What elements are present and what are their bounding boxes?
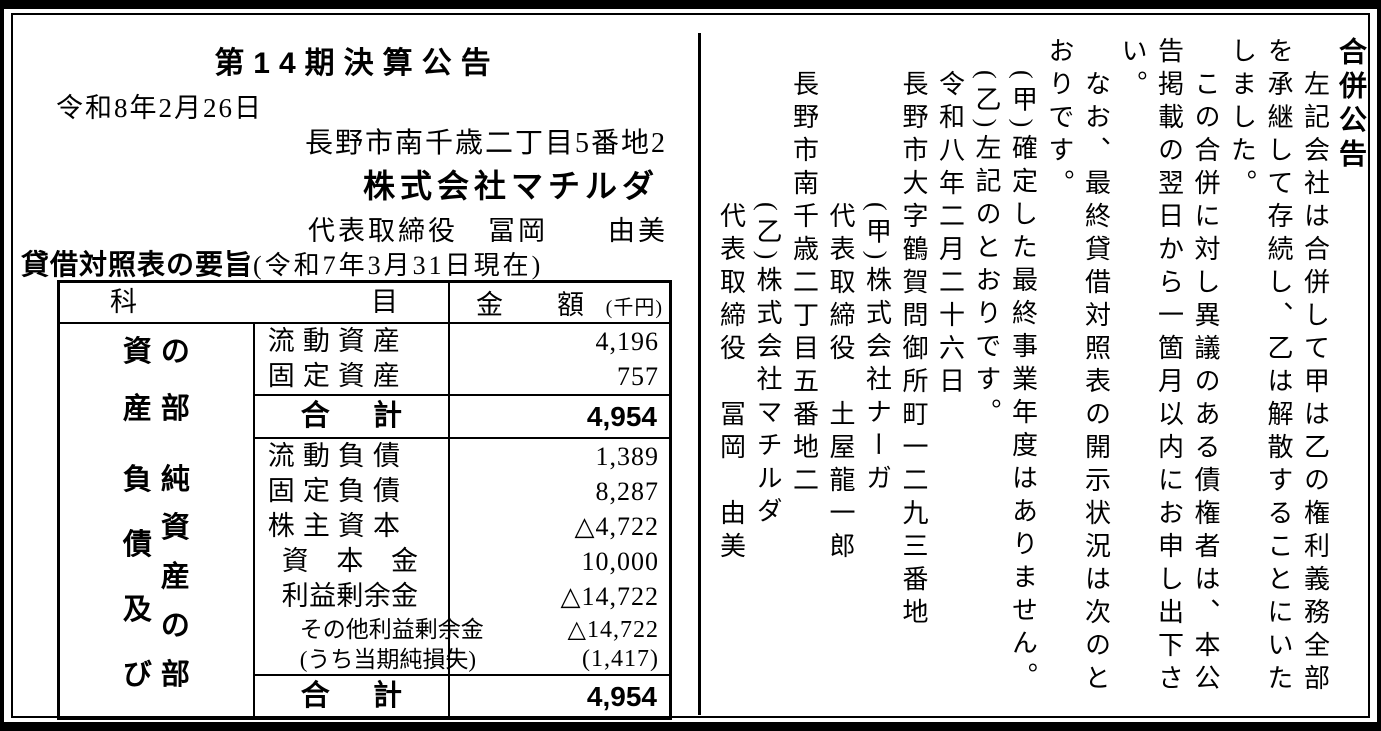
page-title: 第14期決算公告 xyxy=(214,47,500,80)
vertical-text-line: を承継して存続し、乙は解散することにいた xyxy=(1264,37,1293,697)
total-row: 合計 4,954 xyxy=(59,674,672,720)
vertical-text-line: い。 xyxy=(1118,37,1147,103)
row-item-label: 固定資産 xyxy=(252,359,451,395)
row-item-label: 流動負債 xyxy=(252,438,451,474)
row-item-label: 資本金 xyxy=(252,544,451,579)
column-header-amount: 金額 (千円) xyxy=(448,280,672,324)
vertical-text-line: (甲)確定した最終事業年度はありません。 xyxy=(1008,37,1038,696)
announcement-date: 令和8年2月26日 xyxy=(56,93,263,123)
row-amount: 10,000 xyxy=(448,544,672,579)
vertical-text-line: 令和八年二月二十六日 xyxy=(935,37,965,400)
vertical-text-line: (乙)左記のとおりです。 xyxy=(972,37,1001,432)
vertical-text-line: (乙)株式会社マチルダ xyxy=(753,37,782,531)
row-item-label: 利益剰余金 xyxy=(252,579,451,614)
vertical-text-line: 長野市南千歳二丁目五番地二 xyxy=(789,37,819,499)
column-header-amount-label: 金額 xyxy=(476,290,584,320)
total-label: 合計 xyxy=(252,394,451,439)
row-item-label: 固定負債 xyxy=(252,474,451,509)
column-header-amount-unit: (千円) xyxy=(605,297,663,319)
vertical-text-line: なお、最終貸借対照表の開示状況は次のと xyxy=(1081,37,1111,697)
section-label: 負債及び純資産の部 xyxy=(57,438,255,719)
row-amount: △14,722 xyxy=(448,614,672,644)
vertical-text-line: おりです。 xyxy=(1045,37,1074,202)
row-item-label: (うち当期純損失) xyxy=(252,644,476,675)
row-amount: (1,417) xyxy=(448,644,672,675)
total-label: 合計 xyxy=(252,674,451,720)
column-divider xyxy=(698,33,701,715)
vertical-text-line: (甲)株式会社ナーガ xyxy=(862,37,892,498)
row-item-label: 流動資産 xyxy=(252,323,451,359)
table-row: 資本金 10,000 xyxy=(59,544,672,579)
row-amount: 1,389 xyxy=(448,438,672,474)
balance-sheet-title: 貸借対照表の要旨 xyxy=(21,249,254,280)
row-amount: △4,722 xyxy=(448,509,672,544)
company-address: 長野市南千歳二丁目5番地2 xyxy=(304,128,667,159)
vertical-text-line: 左記会社は合併して甲は乙の権利義務全部 xyxy=(1300,37,1330,697)
table-row: (うち当期純損失) (1,417) xyxy=(59,644,672,675)
column-header-subject-label: 科目 xyxy=(110,287,398,317)
row-amount: △14,722 xyxy=(448,579,672,614)
table-row: 資産の部流動資産 4,196 xyxy=(57,323,672,438)
total-amount: 4,954 xyxy=(448,394,672,439)
vertical-text-line: この合併に対し異議のある債権者は、本公 xyxy=(1191,37,1220,697)
balance-sheet-body: 資産の部流動資産 4,196 固定資産 757 合計 4,954 負債及び純資産の部流動負債… xyxy=(57,323,672,720)
vertical-text-line: 代表取締役 土屋龍一郎 xyxy=(826,37,855,565)
vertical-text-line: 告掲載の翌日から一箇月以内にお申し出下さ xyxy=(1154,37,1184,697)
vertical-text-line: 長野市大字鶴賀問御所町一二九三番地 xyxy=(899,37,928,631)
table-row: 利益剰余金 △14,722 xyxy=(59,579,672,614)
financial-announcement-section: 第14期決算公告 令和8年2月26日 長野市南千歳二丁目5番地2 株式会社マチル… xyxy=(15,22,699,722)
table-row: 株主資本 △4,722 xyxy=(59,509,672,544)
row-item-label: その他利益剰余金 xyxy=(252,614,484,644)
row-amount: 4,196 xyxy=(448,323,672,359)
balance-sheet-table: 科目 金額 (千円) 資産の部流動資産 4,196 固定資産 757 合計 4,954 負債… xyxy=(57,280,672,720)
table-row: 負債及び純資産の部流動負債 1,389 xyxy=(57,438,672,719)
column-header-subject: 科目 xyxy=(57,280,450,324)
row-amount: 757 xyxy=(448,359,672,395)
vertical-text-line: しました。 xyxy=(1227,37,1257,202)
section-label: 資産の部 xyxy=(57,323,255,438)
representative-name: 代表取締役 冨岡 由美 xyxy=(308,216,668,246)
total-amount: 4,954 xyxy=(448,674,672,720)
balance-sheet-date-note: (令和7年3月31日現在) xyxy=(253,251,544,280)
merger-title: 合併公告 xyxy=(1336,37,1367,173)
table-row: 固定負債 8,287 xyxy=(59,474,672,509)
merger-announcement-section: 合併公告 左記会社は合併して甲は乙の権利義務全部 を承継して存続し、乙は解散するこ… xyxy=(707,37,1369,711)
row-amount: 8,287 xyxy=(448,474,672,509)
total-row: 合計 4,954 xyxy=(59,394,672,439)
table-header-row: 科目 金額 (千円) xyxy=(57,280,672,324)
vertical-text-line: 代表取締役 冨岡 由美 xyxy=(716,37,746,565)
table-row: その他利益剰余金 △14,722 xyxy=(59,614,672,644)
company-name: 株式会社マチルダ xyxy=(362,168,659,204)
balance-sheet-caption: 貸借対照表の要旨(令和7年3月31日現在) xyxy=(21,243,543,283)
table-row: 固定資産 757 xyxy=(59,359,672,395)
row-item-label: 株主資本 xyxy=(252,509,451,544)
